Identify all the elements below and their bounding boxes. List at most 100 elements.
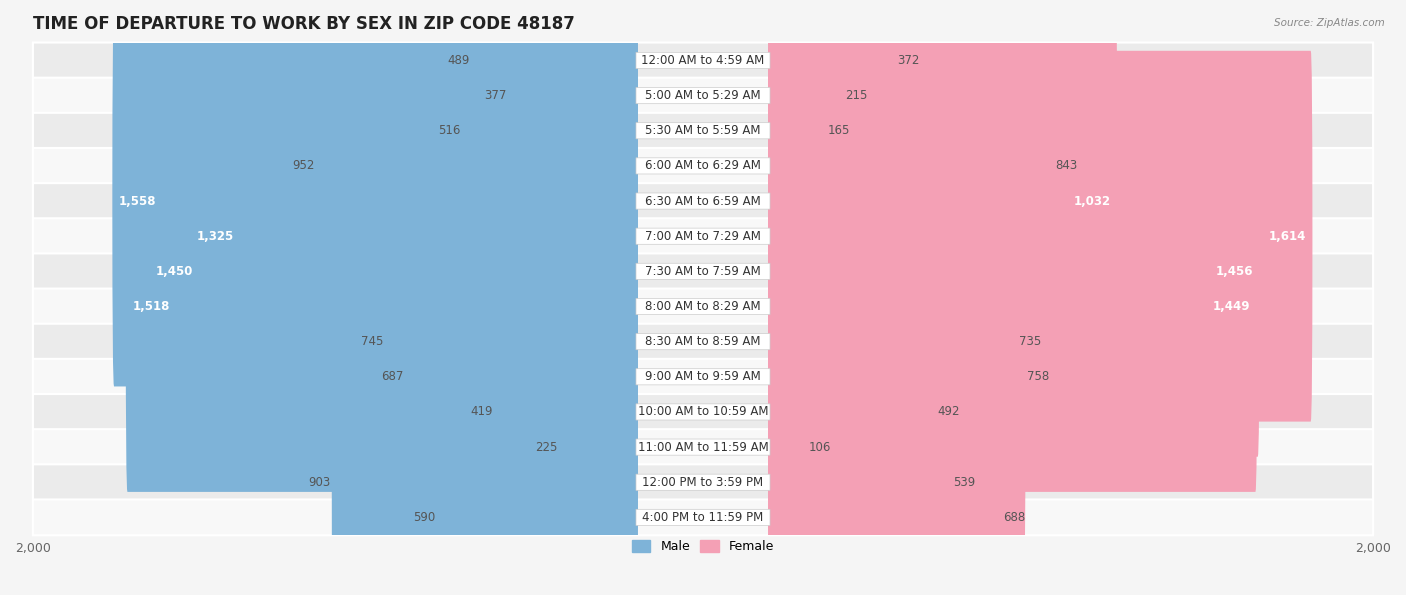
FancyBboxPatch shape xyxy=(636,263,770,280)
FancyBboxPatch shape xyxy=(768,0,896,246)
FancyBboxPatch shape xyxy=(332,297,638,595)
Text: 12:00 PM to 3:59 PM: 12:00 PM to 3:59 PM xyxy=(643,476,763,488)
Text: 1,032: 1,032 xyxy=(1074,195,1111,208)
FancyBboxPatch shape xyxy=(636,52,770,68)
Text: 11:00 AM to 11:59 AM: 11:00 AM to 11:59 AM xyxy=(638,440,768,453)
FancyBboxPatch shape xyxy=(636,509,770,525)
FancyBboxPatch shape xyxy=(32,359,1374,394)
Text: 516: 516 xyxy=(439,124,460,137)
Text: 735: 735 xyxy=(1019,335,1042,348)
FancyBboxPatch shape xyxy=(768,156,1018,527)
Legend: Male, Female: Male, Female xyxy=(627,536,779,558)
Text: 225: 225 xyxy=(536,440,558,453)
Text: 843: 843 xyxy=(1054,159,1077,173)
FancyBboxPatch shape xyxy=(112,15,638,387)
FancyBboxPatch shape xyxy=(471,0,638,246)
FancyBboxPatch shape xyxy=(768,262,807,595)
Text: 492: 492 xyxy=(938,405,960,418)
FancyBboxPatch shape xyxy=(32,499,1374,536)
FancyBboxPatch shape xyxy=(636,123,770,139)
Text: 7:00 AM to 7:29 AM: 7:00 AM to 7:29 AM xyxy=(645,230,761,243)
FancyBboxPatch shape xyxy=(636,404,770,420)
Text: 489: 489 xyxy=(447,54,470,67)
FancyBboxPatch shape xyxy=(636,334,770,350)
FancyBboxPatch shape xyxy=(404,192,638,562)
FancyBboxPatch shape xyxy=(32,42,1374,79)
FancyBboxPatch shape xyxy=(768,86,1260,457)
Text: 6:00 AM to 6:29 AM: 6:00 AM to 6:29 AM xyxy=(645,159,761,173)
Text: 12:00 AM to 4:59 AM: 12:00 AM to 4:59 AM xyxy=(641,54,765,67)
Text: 5:30 AM to 5:59 AM: 5:30 AM to 5:59 AM xyxy=(645,124,761,137)
Text: 745: 745 xyxy=(361,335,384,348)
Text: 215: 215 xyxy=(845,89,868,102)
FancyBboxPatch shape xyxy=(385,156,638,527)
FancyBboxPatch shape xyxy=(636,439,770,455)
Text: 1,518: 1,518 xyxy=(132,300,170,313)
FancyBboxPatch shape xyxy=(32,148,1374,184)
Text: 590: 590 xyxy=(413,511,436,524)
FancyBboxPatch shape xyxy=(560,262,638,595)
Text: 1,449: 1,449 xyxy=(1213,300,1250,313)
Text: 419: 419 xyxy=(471,405,494,418)
Text: 903: 903 xyxy=(308,476,330,488)
FancyBboxPatch shape xyxy=(636,299,770,315)
FancyBboxPatch shape xyxy=(461,0,638,316)
FancyBboxPatch shape xyxy=(768,0,827,316)
FancyBboxPatch shape xyxy=(32,78,1374,114)
FancyBboxPatch shape xyxy=(32,218,1374,254)
FancyBboxPatch shape xyxy=(32,429,1374,465)
Text: 106: 106 xyxy=(808,440,831,453)
FancyBboxPatch shape xyxy=(494,227,638,595)
Text: 7:30 AM to 7:59 AM: 7:30 AM to 7:59 AM xyxy=(645,265,761,278)
FancyBboxPatch shape xyxy=(636,193,770,209)
FancyBboxPatch shape xyxy=(32,394,1374,430)
Text: 1,558: 1,558 xyxy=(120,195,156,208)
Text: 165: 165 xyxy=(828,124,851,137)
Text: 1,325: 1,325 xyxy=(197,230,235,243)
FancyBboxPatch shape xyxy=(768,227,936,595)
FancyBboxPatch shape xyxy=(149,86,638,457)
Text: 758: 758 xyxy=(1026,370,1049,383)
FancyBboxPatch shape xyxy=(768,0,844,281)
FancyBboxPatch shape xyxy=(32,113,1374,149)
FancyBboxPatch shape xyxy=(636,228,770,245)
FancyBboxPatch shape xyxy=(768,15,1118,387)
Text: Source: ZipAtlas.com: Source: ZipAtlas.com xyxy=(1274,18,1385,28)
Text: 8:30 AM to 8:59 AM: 8:30 AM to 8:59 AM xyxy=(645,335,761,348)
FancyBboxPatch shape xyxy=(32,324,1374,359)
Text: 6:30 AM to 6:59 AM: 6:30 AM to 6:59 AM xyxy=(645,195,761,208)
Text: 688: 688 xyxy=(1004,511,1025,524)
FancyBboxPatch shape xyxy=(768,297,952,595)
Text: 4:00 PM to 11:59 PM: 4:00 PM to 11:59 PM xyxy=(643,511,763,524)
FancyBboxPatch shape xyxy=(768,121,1257,492)
FancyBboxPatch shape xyxy=(125,121,638,492)
FancyBboxPatch shape xyxy=(636,158,770,174)
Text: 539: 539 xyxy=(953,476,976,488)
FancyBboxPatch shape xyxy=(32,253,1374,289)
Text: 5:00 AM to 5:29 AM: 5:00 AM to 5:29 AM xyxy=(645,89,761,102)
Text: 9:00 AM to 9:59 AM: 9:00 AM to 9:59 AM xyxy=(645,370,761,383)
FancyBboxPatch shape xyxy=(768,332,1002,595)
Text: 377: 377 xyxy=(485,89,508,102)
Text: 687: 687 xyxy=(381,370,404,383)
FancyBboxPatch shape xyxy=(768,192,1025,562)
Text: 1,614: 1,614 xyxy=(1268,230,1306,243)
FancyBboxPatch shape xyxy=(768,51,1312,422)
Text: 1,456: 1,456 xyxy=(1215,265,1253,278)
Text: 372: 372 xyxy=(897,54,920,67)
FancyBboxPatch shape xyxy=(190,51,638,422)
Text: 8:00 AM to 8:29 AM: 8:00 AM to 8:29 AM xyxy=(645,300,761,313)
FancyBboxPatch shape xyxy=(32,289,1374,324)
FancyBboxPatch shape xyxy=(437,332,638,595)
FancyBboxPatch shape xyxy=(768,0,1054,351)
Text: 10:00 AM to 10:59 AM: 10:00 AM to 10:59 AM xyxy=(638,405,768,418)
Text: 952: 952 xyxy=(292,159,315,173)
FancyBboxPatch shape xyxy=(32,464,1374,500)
Text: TIME OF DEPARTURE TO WORK BY SEX IN ZIP CODE 48187: TIME OF DEPARTURE TO WORK BY SEX IN ZIP … xyxy=(32,15,575,33)
FancyBboxPatch shape xyxy=(636,474,770,490)
FancyBboxPatch shape xyxy=(636,369,770,385)
FancyBboxPatch shape xyxy=(636,87,770,104)
FancyBboxPatch shape xyxy=(508,0,638,281)
Text: 1,450: 1,450 xyxy=(155,265,193,278)
FancyBboxPatch shape xyxy=(32,183,1374,219)
